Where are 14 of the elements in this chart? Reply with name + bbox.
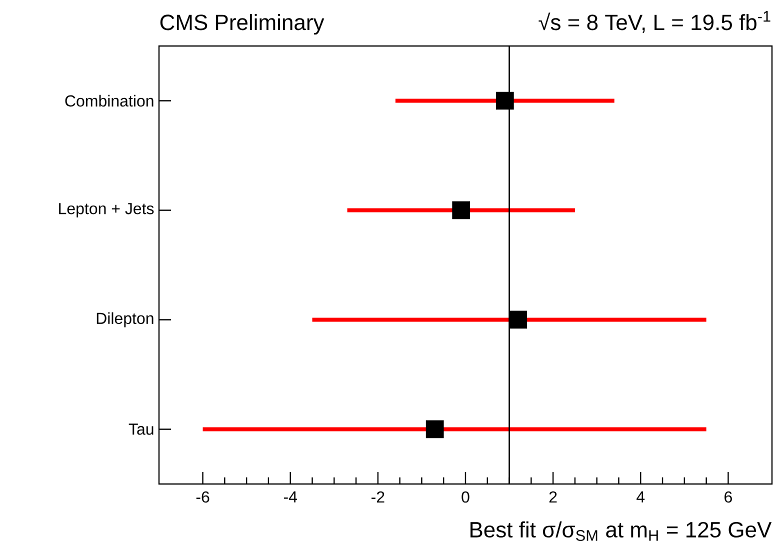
chart-title: CMS Preliminary xyxy=(160,14,324,35)
x-tick-label: -6 xyxy=(196,491,210,503)
x-tick-label: -2 xyxy=(372,491,384,503)
y-tick-label: Combination xyxy=(65,94,154,107)
x-tick-label: 6 xyxy=(724,491,732,503)
x-tick-label: 2 xyxy=(549,491,557,503)
y-tick-label: Lepton + Jets xyxy=(59,203,154,218)
x-axis-title: Best fit σ/σ$_{SM}$ at m$_{H}$ = 125 GeV xyxy=(470,521,772,541)
x-tick-label: 0 xyxy=(462,491,470,503)
chart-subtitle: √s = 8 TeV, L = 19.5 fb$^{-1}$ xyxy=(538,11,770,33)
x-tick-label: 4 xyxy=(636,491,645,502)
x-tick-label: -4 xyxy=(284,491,297,502)
y-tick-label: Tau xyxy=(128,424,154,435)
y-tick-label: Dilepton xyxy=(96,312,154,328)
